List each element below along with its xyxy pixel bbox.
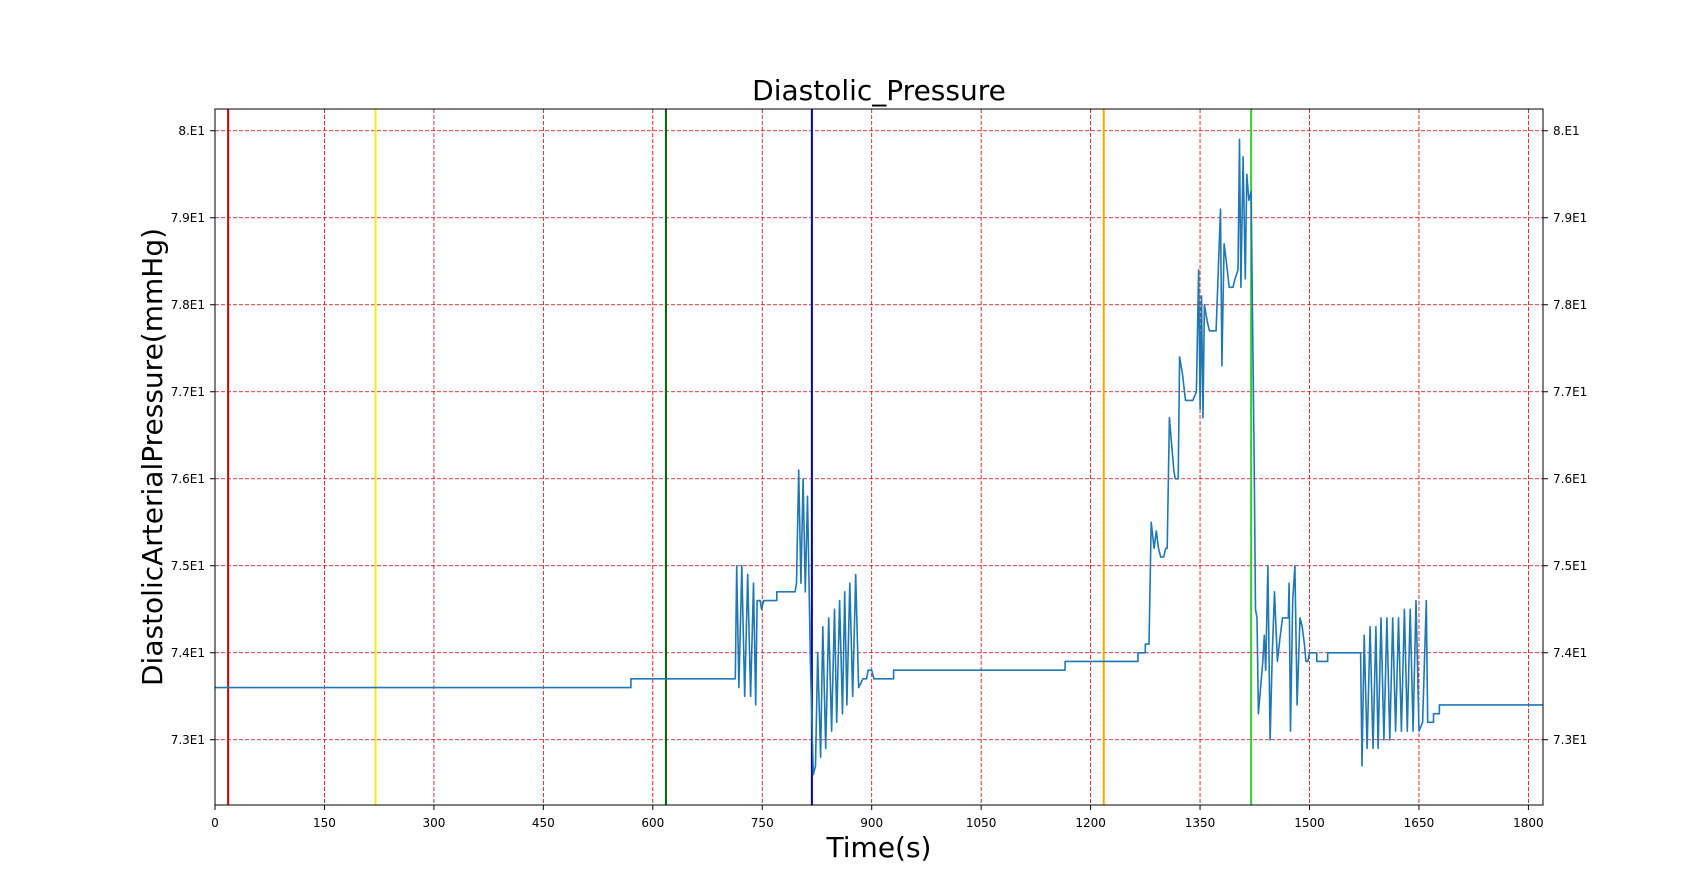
y-tick-label-right: 7.6E1 <box>1553 472 1587 486</box>
y-tick-label-right: 7.4E1 <box>1553 646 1587 660</box>
chart-title: Diastolic_Pressure <box>752 74 1006 107</box>
series-line <box>215 138 1543 776</box>
x-tick-label: 1650 <box>1404 816 1435 830</box>
grid-lines <box>214 109 1543 805</box>
x-tick-label: 1500 <box>1294 816 1325 830</box>
x-tick-label: 450 <box>532 816 555 830</box>
y-tick-label-left: 7.5E1 <box>171 559 205 573</box>
event-markers <box>227 109 1253 805</box>
x-tick-label: 1350 <box>1185 816 1216 830</box>
x-axis-title: Time(s) <box>826 831 932 864</box>
y-axis-ticks-left: 7.3E1 7.4E1 7.5E1 7.6E1 7.7E1 7.8E1 7.9E1 8.E1 <box>171 124 215 747</box>
y-tick-label-left: 7.6E1 <box>171 472 205 486</box>
y-tick-label-left: 7.3E1 <box>171 733 205 747</box>
y-tick-label-right: 7.8E1 <box>1553 298 1587 312</box>
plot-frame <box>214 108 1544 806</box>
x-axis-ticks: 0 150 300 450 600 750 900 1050 1200 1350 1500 1650 1… <box>211 805 1544 830</box>
series-layer <box>215 138 1543 776</box>
y-tick-label-left: 7.7E1 <box>171 385 205 399</box>
y-axis-title: DiastolicArterialPressure(mmHg) <box>136 228 169 686</box>
x-tick-label: 600 <box>641 816 664 830</box>
x-tick-label: 300 <box>422 816 445 830</box>
x-tick-label: 900 <box>860 816 883 830</box>
y-tick-label-left: 7.4E1 <box>171 646 205 660</box>
y-tick-label-right: 7.5E1 <box>1553 559 1587 573</box>
x-tick-label: 1200 <box>1075 816 1106 830</box>
y-axis-ticks-right: 7.3E1 7.4E1 7.5E1 7.6E1 7.7E1 7.8E1 7.9E1 8.E1 <box>1543 124 1587 747</box>
y-tick-label-right: 8.E1 <box>1553 124 1580 138</box>
y-tick-label-left: 8.E1 <box>178 124 205 138</box>
y-tick-label-left: 7.9E1 <box>171 211 205 225</box>
y-tick-label-right: 7.9E1 <box>1553 211 1587 225</box>
x-tick-label: 1050 <box>966 816 997 830</box>
x-tick-label: 0 <box>211 816 219 830</box>
y-tick-label-left: 7.8E1 <box>171 298 205 312</box>
y-tick-label-right: 7.7E1 <box>1553 385 1587 399</box>
x-tick-label: 150 <box>313 816 336 830</box>
x-tick-label: 1800 <box>1513 816 1544 830</box>
x-tick-label: 750 <box>751 816 774 830</box>
y-tick-label-right: 7.3E1 <box>1553 733 1587 747</box>
